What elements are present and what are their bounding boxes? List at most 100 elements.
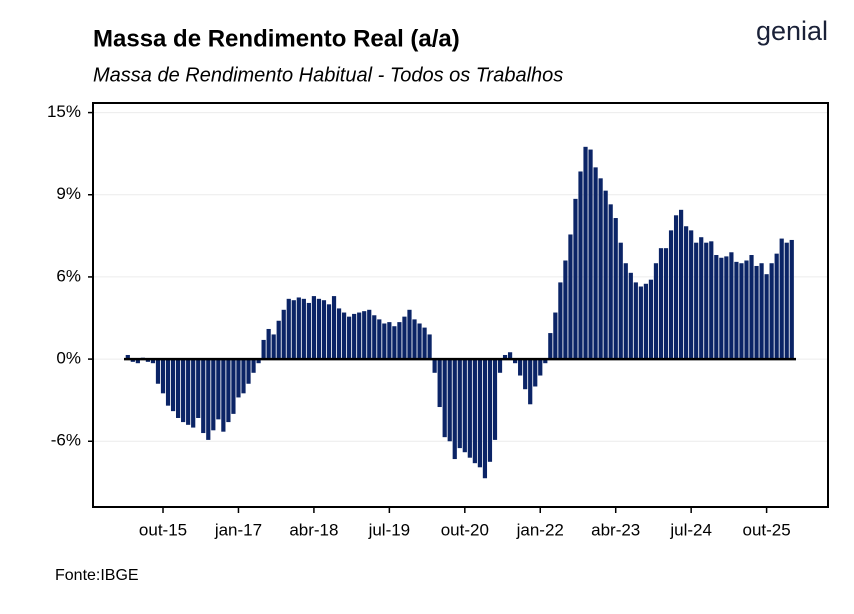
bar bbox=[502, 354, 508, 360]
bar bbox=[734, 261, 739, 360]
x-tick-label: out-25 bbox=[743, 520, 791, 539]
bar bbox=[628, 272, 633, 360]
bar bbox=[533, 359, 538, 387]
bar bbox=[186, 359, 191, 425]
bar bbox=[759, 263, 764, 360]
bar bbox=[316, 298, 322, 360]
bar bbox=[432, 359, 437, 373]
bar bbox=[427, 334, 432, 360]
bar bbox=[543, 359, 548, 364]
bar bbox=[673, 215, 679, 360]
bar bbox=[276, 320, 281, 360]
bar bbox=[377, 319, 382, 360]
bar bbox=[301, 298, 306, 360]
bar bbox=[472, 359, 477, 464]
bar bbox=[729, 252, 734, 360]
y-tick-label: 6% bbox=[56, 266, 81, 285]
bar bbox=[341, 312, 347, 360]
bar bbox=[528, 359, 533, 405]
bar bbox=[538, 359, 543, 376]
bar bbox=[598, 178, 603, 360]
bar bbox=[412, 319, 417, 360]
bar bbox=[372, 315, 377, 360]
bar bbox=[387, 322, 392, 360]
bar bbox=[286, 298, 291, 360]
bar bbox=[336, 308, 342, 360]
bar bbox=[653, 263, 659, 360]
y-tick-label: 9% bbox=[56, 184, 81, 203]
bar bbox=[311, 296, 317, 360]
bar bbox=[296, 297, 301, 360]
y-tick-label: 0% bbox=[56, 349, 81, 368]
x-tick-label: abr-23 bbox=[591, 520, 640, 539]
bar bbox=[689, 230, 694, 360]
bar bbox=[603, 190, 608, 360]
bar bbox=[236, 359, 241, 398]
bar bbox=[326, 304, 332, 360]
bar bbox=[663, 248, 669, 360]
bar bbox=[578, 171, 583, 360]
bar bbox=[658, 248, 664, 360]
source-note: Fonte:IBGE bbox=[55, 567, 139, 584]
bar bbox=[523, 359, 528, 390]
bar bbox=[588, 149, 593, 360]
bar bbox=[417, 323, 422, 360]
bar bbox=[170, 359, 176, 412]
bar bbox=[548, 333, 553, 360]
chart-title: Massa de Rendimento Real (a/a) bbox=[93, 25, 460, 52]
y-tick-label: 15% bbox=[47, 102, 81, 121]
bar bbox=[422, 327, 427, 360]
bar bbox=[357, 312, 362, 360]
bar bbox=[251, 359, 256, 373]
bar bbox=[553, 312, 558, 360]
bar bbox=[618, 242, 623, 360]
bar bbox=[487, 359, 493, 462]
bar bbox=[271, 334, 276, 360]
bar bbox=[744, 260, 749, 360]
logo: genial bbox=[756, 16, 828, 46]
bar bbox=[196, 359, 201, 418]
bar bbox=[724, 256, 729, 360]
bar bbox=[392, 326, 397, 360]
bar bbox=[241, 359, 246, 394]
bar bbox=[518, 359, 523, 376]
bar bbox=[749, 255, 754, 360]
bar bbox=[709, 241, 714, 360]
y-tick-label: -6% bbox=[51, 431, 81, 450]
bar bbox=[402, 316, 407, 360]
bar bbox=[382, 323, 387, 360]
bar bbox=[467, 359, 472, 458]
bar bbox=[583, 146, 588, 360]
bar bbox=[648, 279, 654, 360]
x-tick-label: jan-22 bbox=[516, 520, 564, 539]
bar bbox=[558, 282, 563, 360]
bar bbox=[714, 255, 719, 360]
bar bbox=[593, 167, 598, 360]
chart-subtitle: Massa de Rendimento Habitual - Todos os … bbox=[93, 64, 563, 86]
bar bbox=[191, 359, 196, 428]
bar bbox=[291, 300, 296, 360]
bar bbox=[306, 302, 311, 360]
bar bbox=[719, 257, 724, 360]
bar bbox=[201, 359, 206, 434]
bar bbox=[623, 263, 628, 360]
bar bbox=[563, 260, 568, 360]
bar bbox=[231, 359, 236, 414]
bar bbox=[492, 359, 498, 440]
bar bbox=[437, 359, 442, 408]
bar bbox=[331, 296, 337, 360]
bar bbox=[784, 242, 789, 360]
bar bbox=[281, 309, 286, 360]
bar bbox=[221, 359, 226, 432]
bar bbox=[769, 263, 774, 360]
bar bbox=[764, 274, 769, 360]
bar bbox=[779, 238, 784, 360]
bar bbox=[206, 359, 211, 440]
bar bbox=[362, 311, 367, 360]
bar bbox=[568, 234, 573, 360]
bar bbox=[165, 359, 171, 406]
bar bbox=[125, 354, 130, 360]
bar bbox=[452, 359, 457, 460]
bar bbox=[130, 359, 135, 362]
